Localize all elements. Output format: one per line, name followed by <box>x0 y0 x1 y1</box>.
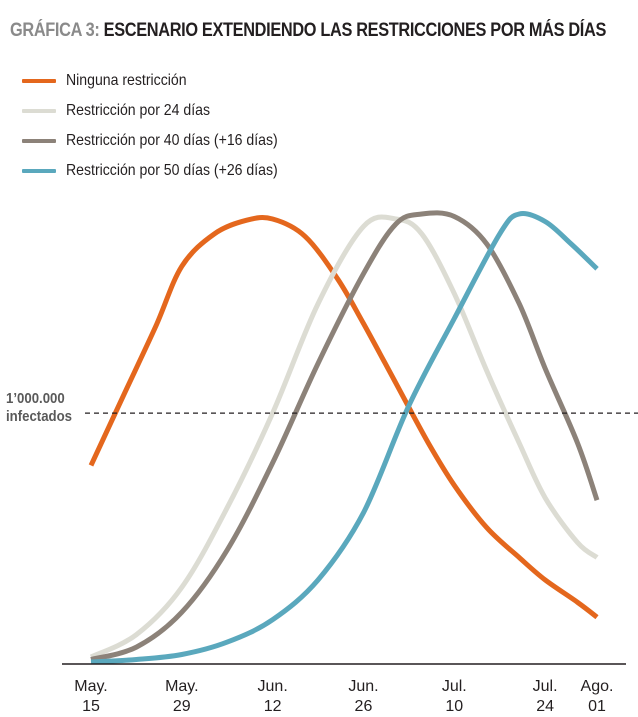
x-tick-label: Jul. 24 <box>510 677 580 717</box>
chart-title: GRÁFICA 3: ESCENARIO EXTENDIENDO LAS RES… <box>10 20 606 42</box>
x-tick-month: May. <box>165 678 199 695</box>
x-tick-day: 15 <box>82 698 100 715</box>
legend-item: Restricción por 40 días (+16 días) <box>22 126 307 156</box>
reference-value: 1’000.000 <box>6 390 65 407</box>
x-tick-label: Jul. 10 <box>419 677 489 717</box>
x-tick-label: Jun. 12 <box>238 677 308 717</box>
legend: Ninguna restricción Restricción por 24 d… <box>22 66 307 186</box>
legend-swatch <box>22 169 56 173</box>
x-tick-day: 29 <box>172 698 191 715</box>
x-tick-day: 12 <box>263 698 282 715</box>
series-line-4 <box>90 211 599 665</box>
series-line-2 <box>89 214 599 660</box>
chart-title-main: ESCENARIO EXTENDIENDO LAS RESTRICCIONES … <box>103 20 607 41</box>
x-tick-label: May. 29 <box>147 677 217 717</box>
series-line-1 <box>88 215 599 620</box>
x-tick-label: May. 15 <box>56 677 126 717</box>
x-tick-month: Ago. <box>580 678 614 695</box>
x-tick-month: Jul. <box>441 678 467 695</box>
legend-label: Restricción por 40 días (+16 días) <box>66 132 278 149</box>
x-tick-day: 26 <box>354 698 373 715</box>
x-tick-day: 10 <box>445 698 464 715</box>
x-tick-day: 01 <box>588 698 606 715</box>
legend-swatch <box>22 139 56 143</box>
legend-item: Restricción por 50 días (+26 días) <box>22 156 307 186</box>
series-layer <box>88 210 600 665</box>
x-tick-month: Jun. <box>257 678 288 695</box>
legend-label: Restricción por 50 días (+26 días) <box>66 162 278 179</box>
series-line-3 <box>90 210 600 662</box>
legend-swatch <box>22 79 56 83</box>
legend-label: Restricción por 24 días <box>66 102 211 119</box>
x-tick-day: 24 <box>536 698 554 715</box>
x-tick-label: Jun. 26 <box>328 677 398 717</box>
x-tick-month: May. <box>74 678 108 695</box>
legend-item: Ninguna restricción <box>22 66 307 96</box>
reference-line-label: 1’000.000 infectados <box>6 390 72 426</box>
legend-label: Ninguna restricción <box>66 72 187 89</box>
legend-item: Restricción por 24 días <box>22 96 307 126</box>
x-tick-label: Ago. 01 <box>562 677 632 717</box>
x-tick-month: Jun. <box>348 678 379 695</box>
x-tick-month: Jul. <box>532 678 558 695</box>
chart-title-prefix: GRÁFICA 3: <box>10 20 100 41</box>
reference-unit: infectados <box>6 408 73 425</box>
legend-swatch <box>22 109 56 113</box>
